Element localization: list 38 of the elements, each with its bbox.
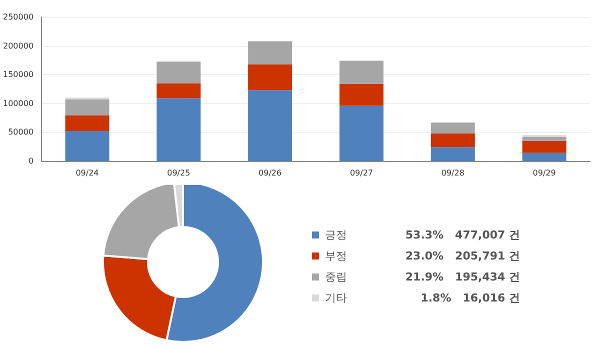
bar [156, 62, 201, 84]
y-tick-label: 150000 [2, 70, 34, 80]
legend-label: 부정 [325, 250, 347, 262]
x-tick-label: 09/24 [76, 168, 99, 178]
bar [65, 99, 110, 116]
bar [248, 90, 292, 161]
data-label: 1.8% 16,016 건 [420, 292, 520, 304]
bar [522, 152, 566, 161]
data-label: 53.3% 477,007 건 [405, 228, 520, 242]
y-tick-label: 250000 [2, 12, 34, 22]
y-tick-label: 100000 [2, 98, 34, 108]
bar [248, 41, 292, 64]
x-tick-label: 09/25 [167, 168, 190, 178]
bar [339, 106, 384, 161]
x-tick-label: 09/26 [258, 168, 282, 178]
bar [339, 60, 384, 84]
bar [430, 133, 475, 148]
bar [156, 98, 201, 161]
legend-label: 기타 [325, 292, 347, 304]
bar [339, 84, 384, 106]
x-tick-label: 09/27 [350, 168, 374, 178]
bar [65, 115, 110, 132]
bar [430, 122, 475, 134]
bar [522, 140, 566, 153]
x-tick-label: 09/29 [532, 168, 556, 178]
bar [65, 131, 110, 161]
bar [156, 83, 201, 98]
bar [248, 64, 292, 90]
y-tick-label: 200000 [2, 41, 34, 50]
legend-label: 중립 [325, 270, 347, 284]
legend-label: 긍정 [325, 228, 347, 242]
y-tick-label: 0 [28, 156, 34, 166]
data-label: 23.0% 205,791 건 [405, 250, 520, 262]
x-tick-label: 09/28 [441, 168, 464, 178]
bar [430, 147, 475, 161]
data-label: 21.9% 195,434 건 [405, 270, 520, 284]
bar [522, 136, 566, 141]
y-tick-label: 50000 [8, 128, 34, 137]
